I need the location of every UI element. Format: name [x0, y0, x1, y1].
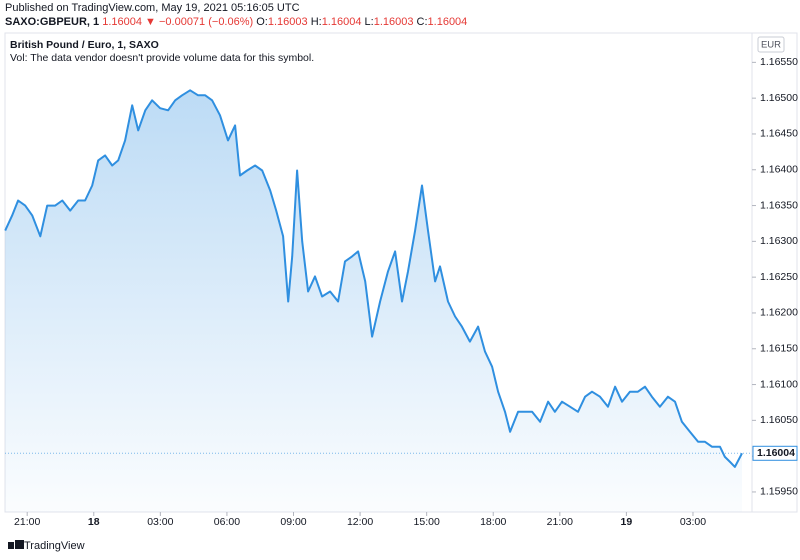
y-tick-label: 1.16150 — [760, 343, 798, 355]
price: 1.16004 — [102, 16, 142, 28]
arrow: ▼ — [145, 16, 156, 28]
h-label: H: — [310, 16, 322, 28]
y-tick-label: 1.16350 — [760, 199, 798, 211]
y-tick-label: 1.16550 — [760, 56, 798, 68]
y-tick-label: 1.16450 — [760, 128, 798, 140]
x-tick-label: 18:00 — [480, 516, 506, 528]
last-price-label: 1.16004 — [757, 447, 795, 459]
y-tick-label: 1.16500 — [760, 92, 798, 104]
y-tick-label: 1.15950 — [760, 486, 798, 498]
published-line: Published on TradingView.com, May 19, 20… — [5, 2, 300, 14]
x-tick-label: 06:00 — [214, 516, 240, 528]
chart-subtitle: Vol: The data vendor doesn't provide vol… — [10, 52, 314, 64]
change: −0.00071 (−0.06%) — [158, 16, 254, 28]
x-tick-label: 12:00 — [347, 516, 373, 528]
y-tick-label: 1.16400 — [760, 164, 798, 176]
chart-title: British Pound / Euro, 1, SAXO — [10, 39, 159, 51]
symbol-line: SAXO:GBPEUR, 1 1.16004 ▼ −0.00071 (−0.06… — [5, 16, 467, 28]
c-value: 1.16004 — [427, 16, 468, 28]
x-tick-label: 15:00 — [414, 516, 440, 528]
symbol: SAXO:GBPEUR, 1 — [5, 16, 100, 28]
x-tick-label: 18 — [88, 516, 100, 528]
l-value: 1.16003 — [373, 16, 414, 28]
x-tick-label: 03:00 — [147, 516, 173, 528]
h-value: 1.16004 — [321, 16, 362, 28]
currency-box — [757, 36, 785, 53]
x-tick-label: 21:00 — [547, 516, 573, 528]
last-price-box — [752, 445, 798, 461]
area-fill — [5, 90, 742, 513]
y-tick-label: 1.16050 — [760, 414, 798, 426]
logo-icon — [8, 540, 24, 549]
y-tick-label: 1.16250 — [760, 271, 798, 283]
c-label: C: — [416, 16, 428, 28]
o-label: O: — [256, 16, 268, 28]
o-value: 1.16003 — [267, 16, 308, 28]
x-tick-label: 19 — [621, 516, 633, 528]
y-tick-label: 1.16200 — [760, 307, 798, 319]
l-label: L: — [364, 16, 374, 28]
y-tick-label: 1.16100 — [760, 378, 798, 390]
x-tick-label: 09:00 — [280, 516, 306, 528]
footer-brand: TradingView — [24, 540, 85, 552]
price-line — [4, 89, 743, 468]
currency: EUR — [761, 40, 781, 51]
x-tick-label: 21:00 — [14, 516, 40, 528]
y-tick-label: 1.16300 — [760, 235, 798, 247]
x-tick-label: 03:00 — [680, 516, 706, 528]
